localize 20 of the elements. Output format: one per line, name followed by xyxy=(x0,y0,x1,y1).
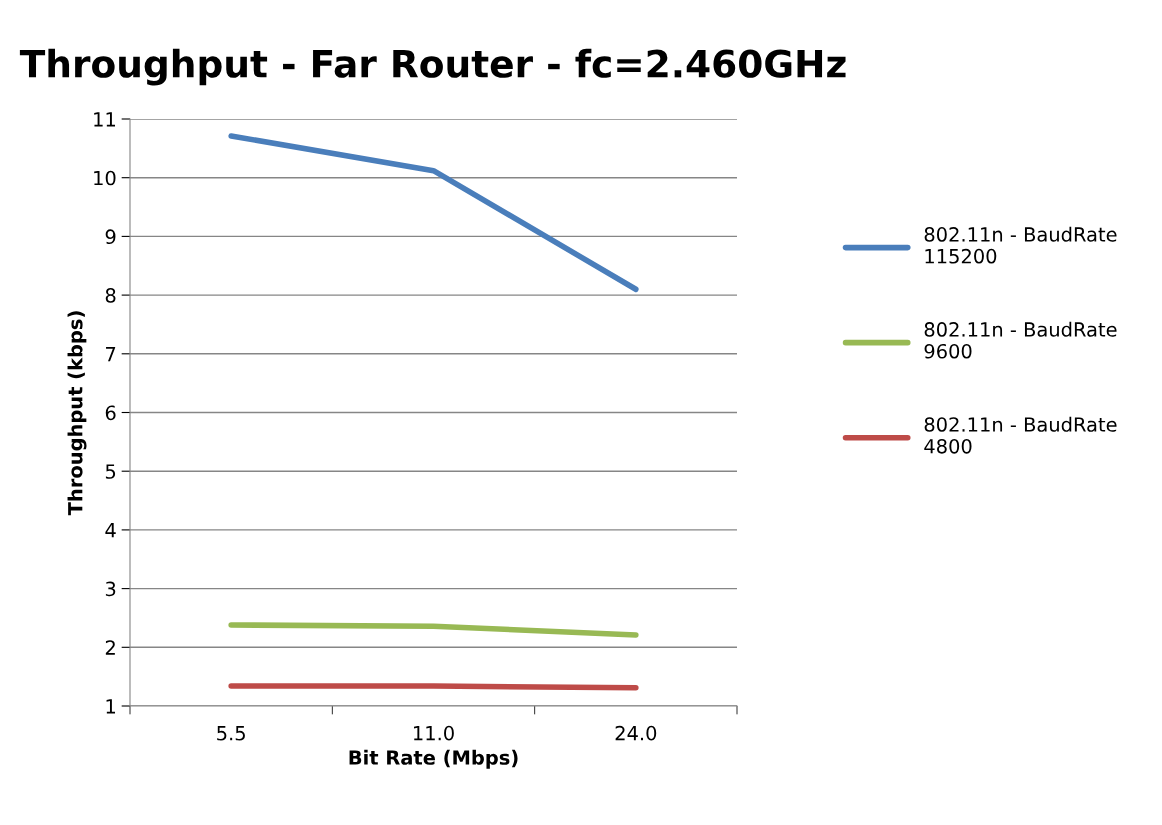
x-tick-label: 11.0 xyxy=(413,725,454,741)
y-tick-label: 11 xyxy=(94,112,116,127)
y-tick-label: 5 xyxy=(105,464,116,479)
chart-title: Throughput - Far Router - fc=2.460GHz xyxy=(19,48,846,86)
y-axis-title: Throughput (kbps) xyxy=(67,311,87,516)
y-tick-label: 8 xyxy=(105,288,116,303)
x-tick-label: 5.5 xyxy=(217,726,245,741)
y-tick-label: 9 xyxy=(105,229,116,245)
legend-label: 802.11n - BaudRate 115200 xyxy=(924,226,1117,264)
legend-label: 802.11n - BaudRate 4800 xyxy=(924,416,1117,454)
y-tick-label: 4 xyxy=(105,523,116,538)
y-tick-label: 7 xyxy=(106,347,116,362)
legend-label: 802.11n - BaudRate 9600 xyxy=(924,321,1117,359)
y-tick-label: 3 xyxy=(105,581,116,597)
y-tick-label: 6 xyxy=(105,405,116,421)
x-tick-label: 24.0 xyxy=(615,725,657,741)
x-axis-title: Bit Rate (Mbps) xyxy=(349,749,518,769)
y-tick-label: 1 xyxy=(106,699,116,714)
y-tick-label: 2 xyxy=(105,640,115,655)
y-tick-label: 10 xyxy=(94,170,116,186)
